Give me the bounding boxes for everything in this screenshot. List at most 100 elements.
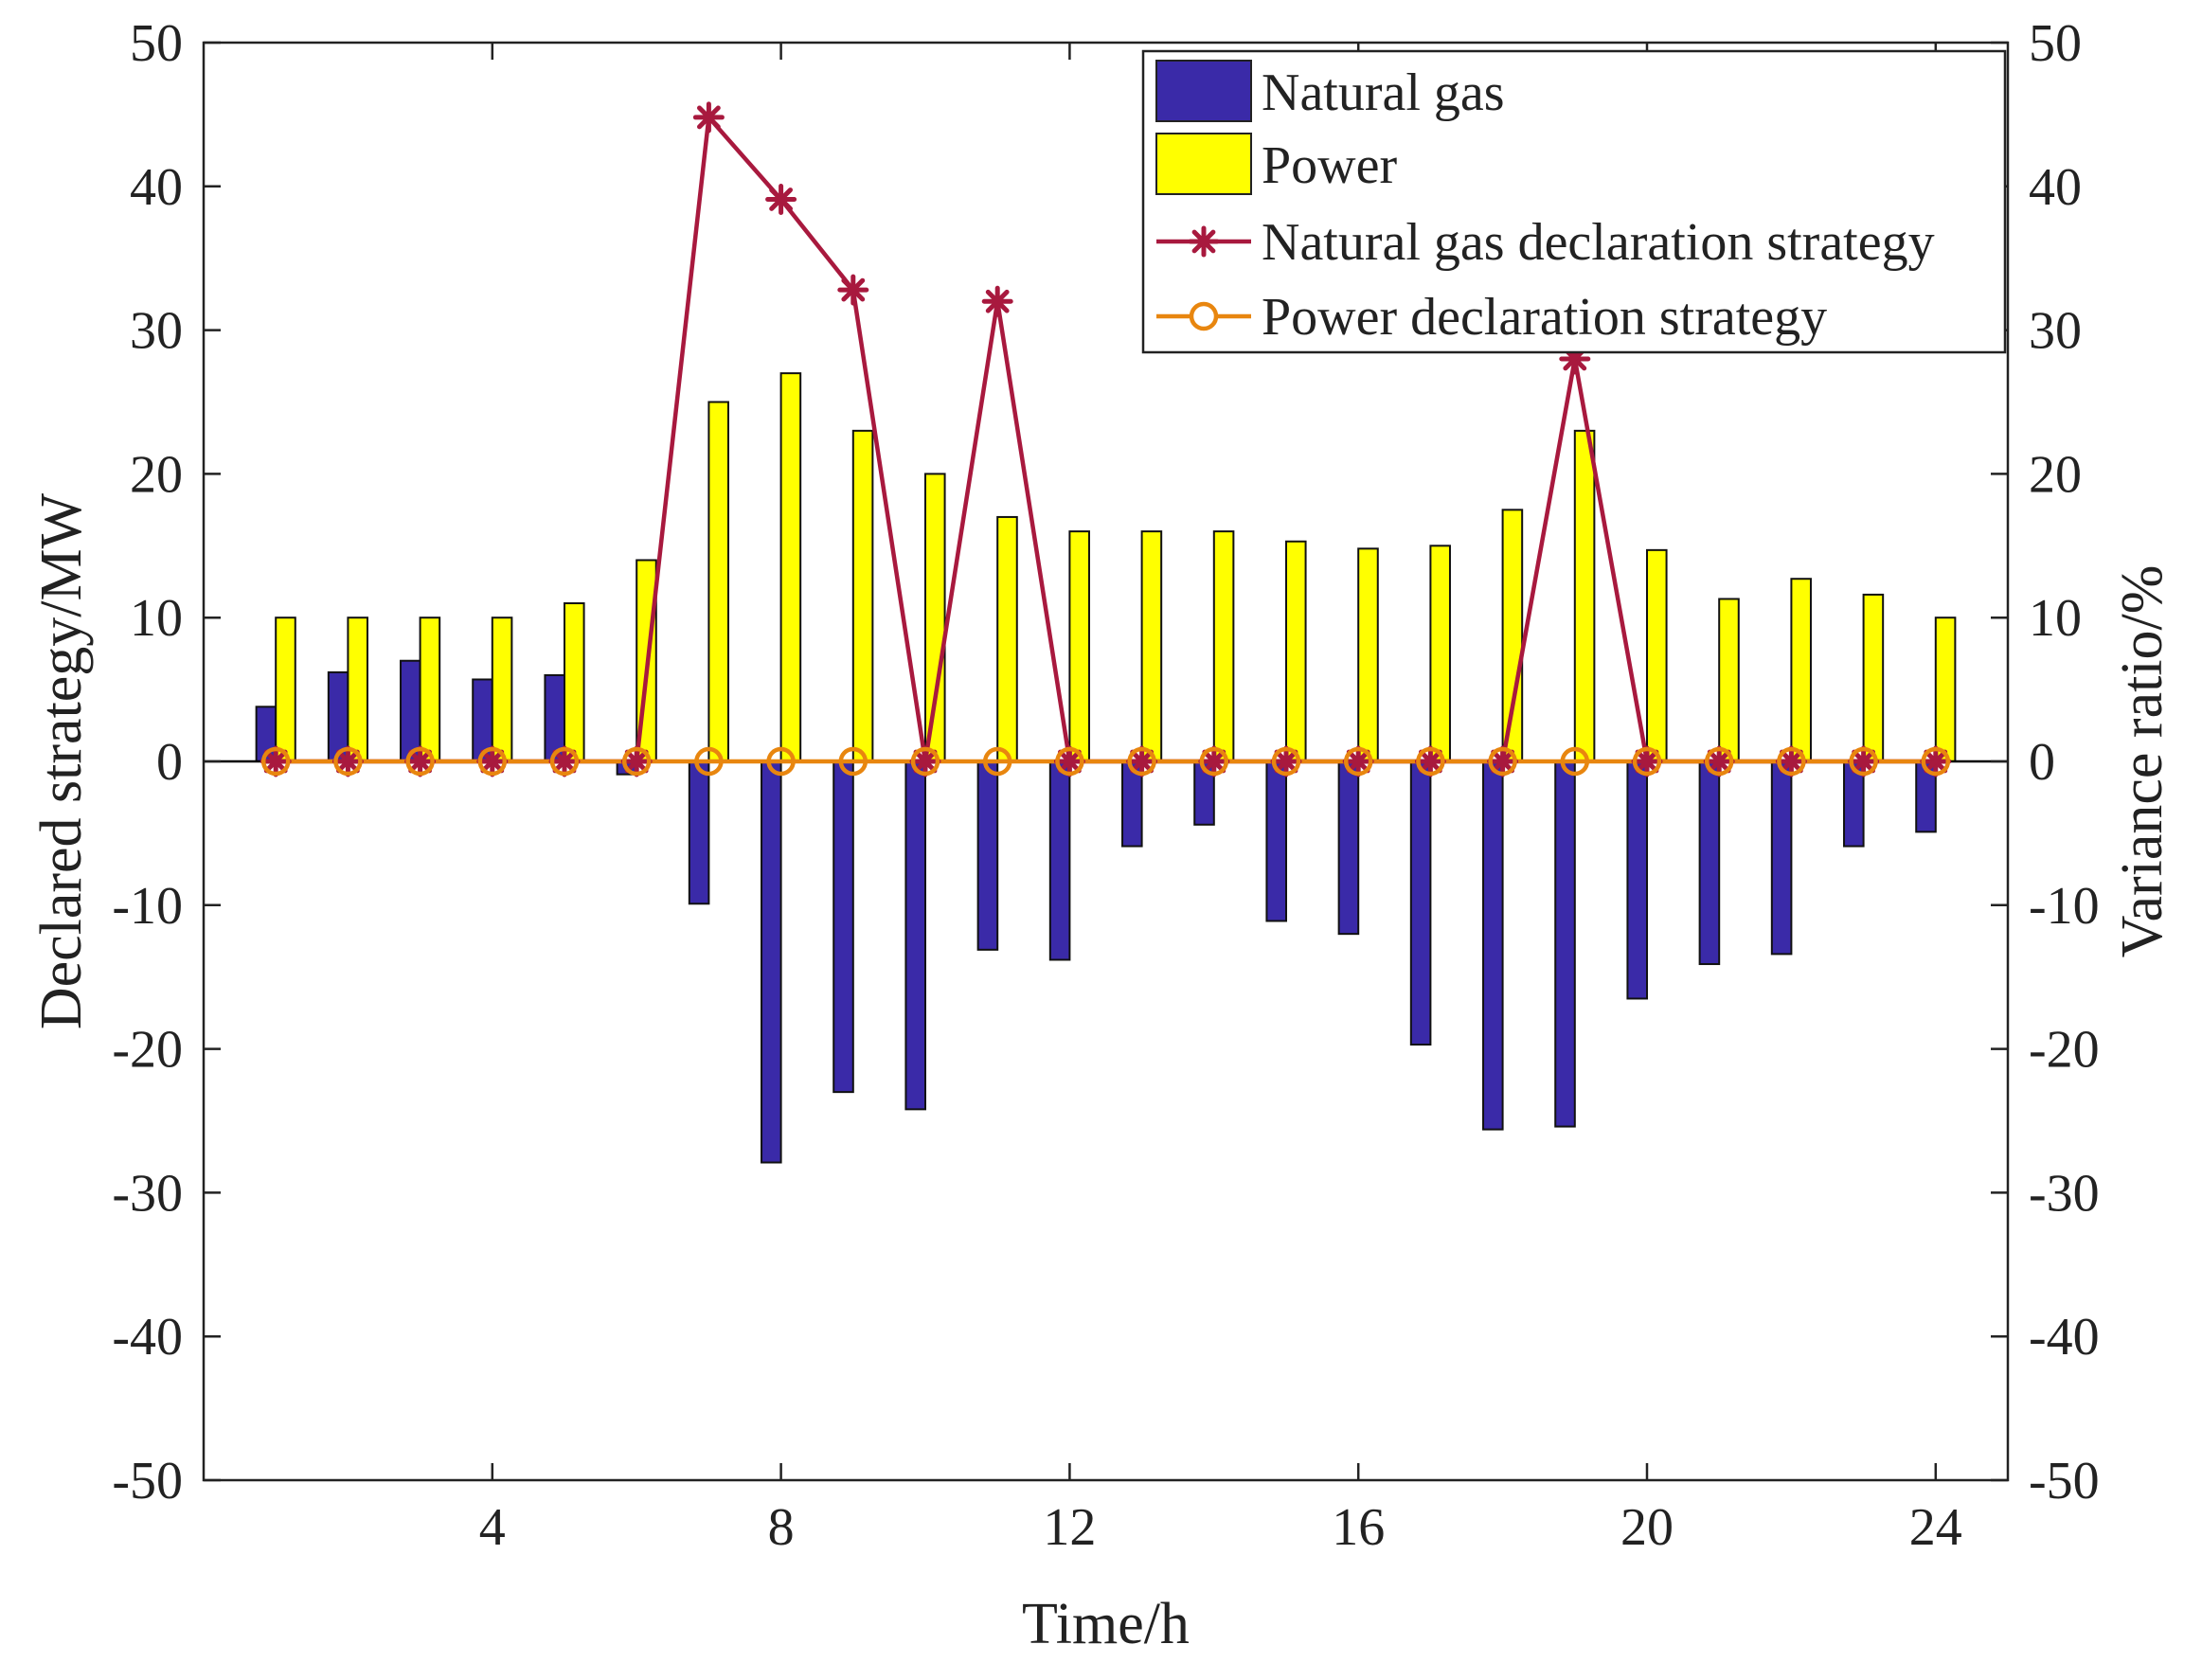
marker-power-declaration-strategy-21 <box>1704 746 1734 777</box>
x-tick-label-8: 8 <box>768 1498 795 1557</box>
bar-power-11 <box>996 515 1018 762</box>
marker-power-declaration-strategy-19 <box>1560 746 1590 777</box>
bar-natural-gas-7 <box>688 760 710 905</box>
bar-natural-gas-15 <box>1265 760 1288 922</box>
marker-power-declaration-strategy-14 <box>1199 746 1229 777</box>
marker-natural-gas-declaration-strategy-11 <box>981 285 1013 317</box>
marker-natural-gas-declaration-strategy-20 <box>1631 745 1663 777</box>
legend: Natural gas Power Natural gas declaratio… <box>1141 49 2007 354</box>
legend-marker-power-declaration-strategy <box>1189 301 1219 331</box>
y-tick-label-right-20: 20 <box>2029 445 2082 504</box>
bar-power-24 <box>1934 617 1957 763</box>
y-tick-label-left-0: 0 <box>156 733 183 792</box>
bar-power-3 <box>419 617 441 763</box>
legend-label-power: Power <box>1262 136 1397 195</box>
bar-power-15 <box>1285 540 1307 762</box>
x-tick-label-4: 4 <box>479 1498 506 1557</box>
y-tick-label-left--40: -40 <box>112 1308 183 1367</box>
marker-power-declaration-strategy-3 <box>405 746 435 777</box>
marker-power-declaration-strategy-16 <box>1343 746 1373 777</box>
y-tick-label-left-50: 50 <box>130 14 183 73</box>
marker-power-declaration-strategy-1 <box>260 746 291 777</box>
bar-natural-gas-16 <box>1337 760 1360 936</box>
marker-power-declaration-strategy-24 <box>1921 746 1951 777</box>
marker-power-declaration-strategy-5 <box>549 746 580 777</box>
y-tick-label-right-50: 50 <box>2029 14 2082 73</box>
marker-power-declaration-strategy-23 <box>1849 746 1878 777</box>
bar-power-22 <box>1790 578 1812 762</box>
x-tick-label-12: 12 <box>1043 1498 1096 1557</box>
axes-layer: 4 8 12 16 20 24 -50 -40 -30 -20 -10 0 10 20 30 40 50 -50 -… <box>112 14 2099 1557</box>
y-tick-label-right--40: -40 <box>2029 1308 2100 1367</box>
bar-power-7 <box>707 401 729 762</box>
x-axis-label: Time/h <box>1022 1592 1190 1656</box>
y-tick-label-left-10: 10 <box>130 589 183 648</box>
marker-power-declaration-strategy-12 <box>1055 746 1084 777</box>
bar-natural-gas-22 <box>1770 760 1793 956</box>
bar-power-21 <box>1718 598 1740 762</box>
legend-box <box>1141 49 2007 354</box>
marker-natural-gas-declaration-strategy-15 <box>1270 745 1302 777</box>
y-tick-label-left-30: 30 <box>130 302 183 361</box>
y-tick-label-right-40: 40 <box>2029 158 2082 217</box>
legend-label-power-declaration: Power declaration strategy <box>1262 288 1827 347</box>
bar-natural-gas-3 <box>400 659 421 762</box>
marker-natural-gas-declaration-strategy-17 <box>1414 745 1446 777</box>
bar-power-8 <box>779 372 802 762</box>
marker-natural-gas-declaration-strategy-24 <box>1920 745 1952 777</box>
legend-swatch-natural-gas <box>1155 60 1252 122</box>
marker-power-declaration-strategy-22 <box>1777 746 1806 777</box>
legend-label-natural-gas: Natural gas <box>1262 63 1505 122</box>
marker-power-declaration-strategy-13 <box>1127 746 1156 777</box>
marker-power-declaration-strategy-6 <box>621 746 652 777</box>
marker-natural-gas-declaration-strategy-14 <box>1198 745 1230 777</box>
bar-natural-gas-18 <box>1482 760 1504 1131</box>
y-tick-label-right-30: 30 <box>2029 302 2082 361</box>
y-tick-label-left-40: 40 <box>130 158 183 217</box>
bar-natural-gas-11 <box>976 760 999 951</box>
marker-power-declaration-strategy-8 <box>766 746 796 777</box>
bar-power-20 <box>1646 548 1668 762</box>
marker-power-declaration-strategy-9 <box>838 746 868 777</box>
bar-power-19 <box>1573 429 1596 762</box>
y-tick-label-right--20: -20 <box>2029 1021 2100 1080</box>
marker-natural-gas-declaration-strategy-6 <box>620 745 653 777</box>
marker-power-declaration-strategy-20 <box>1632 746 1662 777</box>
bar-power-23 <box>1862 593 1885 762</box>
y-tick-label-right-0: 0 <box>2029 733 2055 792</box>
marker-natural-gas-declaration-strategy-21 <box>1703 745 1735 777</box>
marker-power-declaration-strategy-17 <box>1416 746 1445 777</box>
marker-power-declaration-strategy-11 <box>982 746 1012 777</box>
bar-power-13 <box>1140 530 1163 762</box>
marker-natural-gas-declaration-strategy-12 <box>1053 745 1085 777</box>
bar-natural-gas-19 <box>1554 760 1576 1128</box>
marker-natural-gas-declaration-strategy-9 <box>837 274 869 306</box>
bar-power-10 <box>924 473 946 762</box>
y-tick-label-right--30: -30 <box>2029 1164 2100 1223</box>
bar-power-4 <box>491 617 513 763</box>
bar-power-16 <box>1357 547 1379 762</box>
bar-power-2 <box>347 617 368 763</box>
bar-power-18 <box>1501 509 1524 762</box>
marker-natural-gas-declaration-strategy-10 <box>909 745 941 777</box>
y-tick-label-left-20: 20 <box>130 445 183 504</box>
bar-power-14 <box>1212 530 1235 762</box>
marker-natural-gas-declaration-strategy-4 <box>476 745 509 777</box>
x-tick-label-24: 24 <box>1909 1498 1962 1557</box>
y-tick-label-left--20: -20 <box>112 1021 183 1080</box>
legend-swatch-power-declaration <box>1156 301 1251 331</box>
bar-power-17 <box>1429 545 1451 762</box>
bar-natural-gas-20 <box>1626 760 1649 1000</box>
y-tick-label-right--10: -10 <box>2029 877 2100 936</box>
marker-natural-gas-declaration-strategy-1 <box>260 745 292 777</box>
bar-natural-gas-8 <box>761 760 782 1164</box>
marker-natural-gas-declaration-strategy-13 <box>1126 745 1158 777</box>
line-layer <box>260 101 1952 777</box>
bar-power-12 <box>1068 530 1090 762</box>
marker-natural-gas-declaration-strategy-7 <box>692 101 725 134</box>
y-tick-label-left--30: -30 <box>112 1164 183 1223</box>
marker-natural-gas-declaration-strategy-5 <box>548 745 581 777</box>
marker-natural-gas-declaration-strategy-23 <box>1848 745 1880 777</box>
y-axis-label-right: Variance ratio/% <box>2110 565 2175 958</box>
